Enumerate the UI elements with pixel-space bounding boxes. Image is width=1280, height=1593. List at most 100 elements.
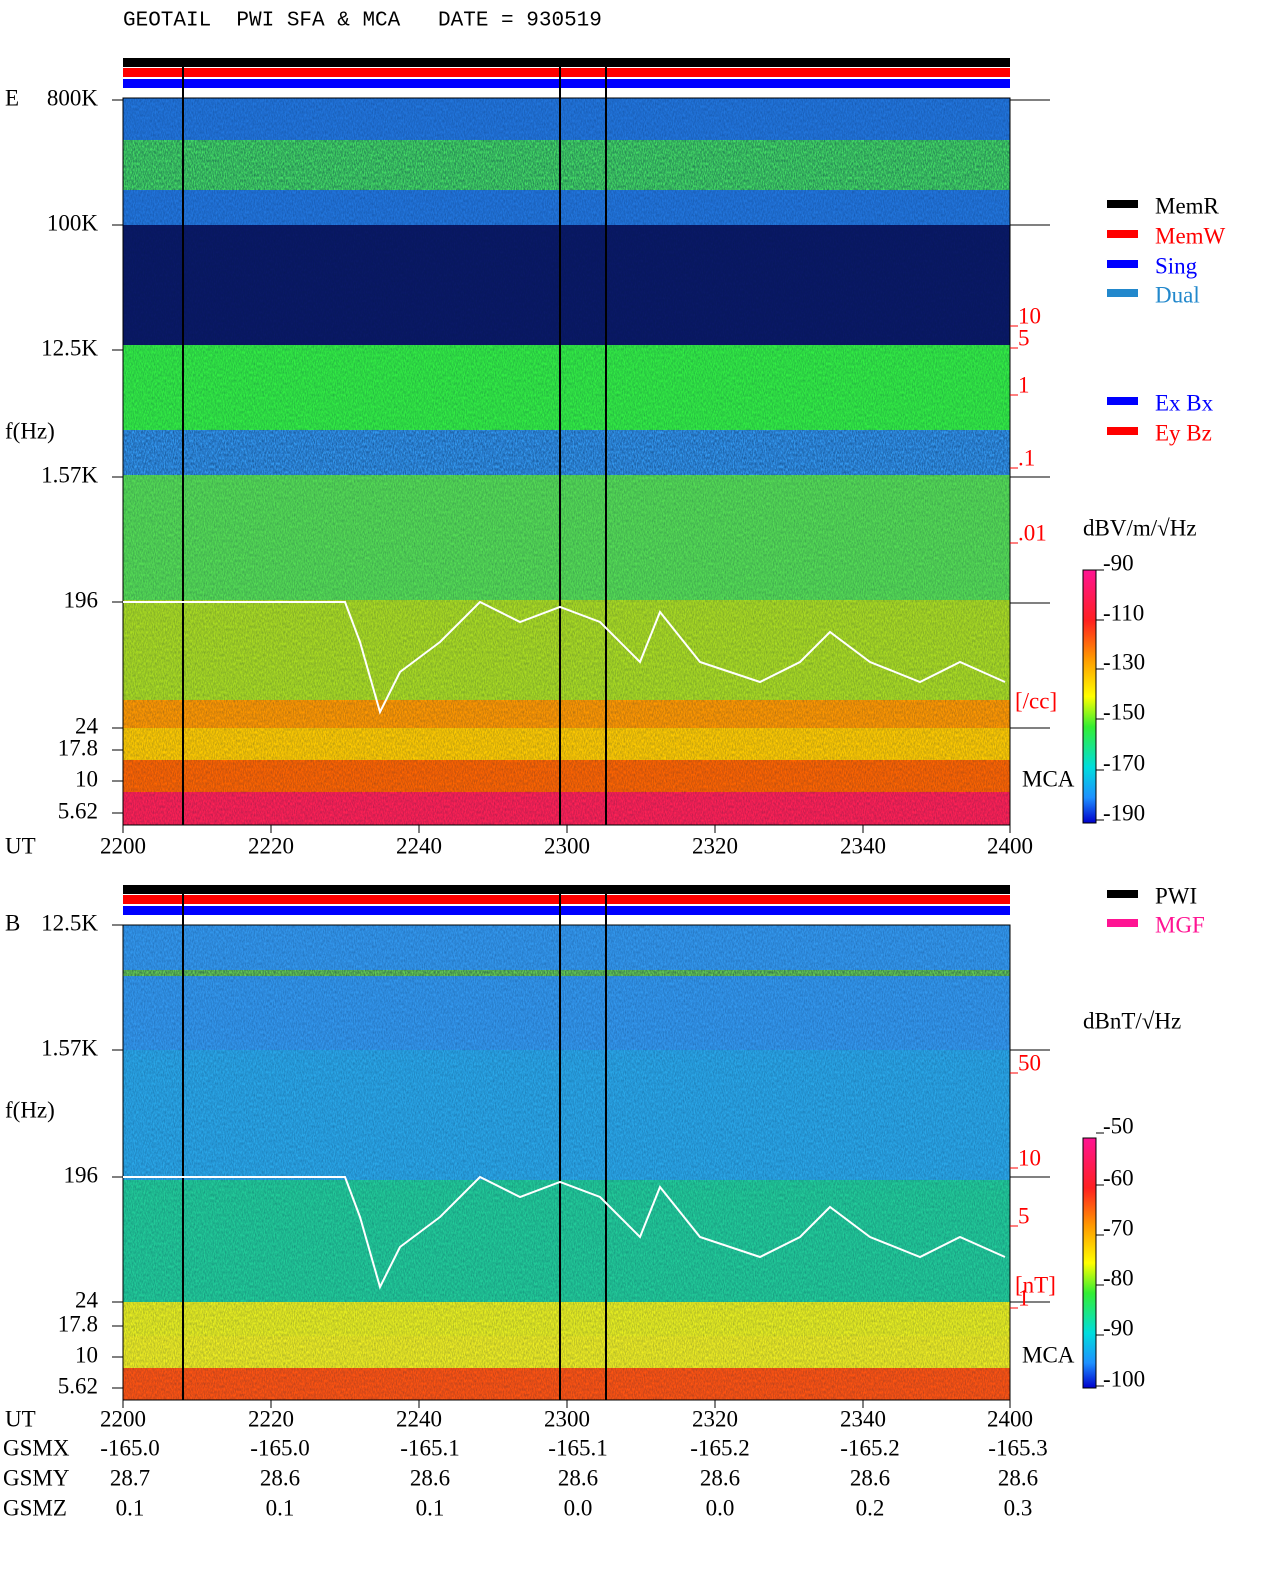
spectrogram-texture [123,925,1010,1050]
density-unit: [/cc] [1015,688,1057,713]
y-axis-label: f(Hz) [5,1097,55,1122]
y-axis-label: f(Hz) [5,418,55,443]
orbit-value: 0.0 [564,1495,593,1520]
colorbar-tick-label: -90 [1103,550,1134,575]
legend-swatch [1107,230,1138,238]
x-tick-label: 2240 [396,1406,442,1431]
orbit-value: 28.6 [700,1465,740,1490]
legend-label: MemW [1155,223,1226,248]
colorbar-tick-label: -190 [1103,800,1145,825]
title: GEOTAIL PWI SFA & MCA DATE = 930519 [123,10,602,33]
spectrogram-texture [123,225,1010,345]
orbit-value: 0.2 [856,1495,885,1520]
orbit-value: -165.3 [988,1435,1047,1460]
y-tick-label: 10 [75,1342,98,1367]
colorbar [1082,1137,1097,1389]
orbit-value: -165.1 [400,1435,459,1460]
x-tick-label: 2320 [692,833,738,858]
y-tick-label: 24 [75,713,99,738]
orbit-value: 0.1 [116,1495,145,1520]
y-tick-label: 196 [64,587,99,612]
spectrogram-texture [123,1302,1010,1336]
y-tick-label: 1.57K [41,462,98,487]
status-bar-sing [123,906,1010,915]
orbit-value: 28.6 [410,1465,450,1490]
orbit-value: 28.6 [260,1465,300,1490]
y-tick-label: 800K [47,85,99,110]
status-bar-sing [123,79,1010,88]
legend-label: MGF [1155,912,1205,937]
x-tick-label: 2300 [544,1406,590,1431]
x-axis-label: UT [5,1406,36,1431]
x-tick-label: 2400 [987,833,1033,858]
orbit-value: -165.2 [690,1435,749,1460]
legend-label: Sing [1155,253,1198,278]
legend-label: MemR [1155,193,1220,218]
orbit-value: 28.6 [998,1465,1038,1490]
x-tick-label: 2220 [248,833,294,858]
y-tick-label: 10 [75,766,98,791]
colorbar-tick-label: -150 [1103,699,1145,724]
spectrogram-texture [123,1336,1010,1368]
legend-swatch [1107,397,1138,405]
spectrogram-texture [123,1368,1010,1400]
y-tick-label: 12.5K [41,335,98,360]
spectrogram-texture [123,430,1010,475]
legend-swatch [1107,200,1138,208]
legend-swatch [1107,919,1138,927]
orbit-value: 28.6 [850,1465,890,1490]
density-tick-label: 1 [1018,1285,1030,1310]
y-tick-label: 196 [64,1162,99,1187]
orbit-value: 0.0 [706,1495,735,1520]
x-tick-label: 2300 [544,833,590,858]
y-tick-label: 17.8 [58,735,98,760]
legend-swatch [1107,890,1138,898]
colorbar-label: dBnT/√Hz [1083,1008,1181,1033]
density-tick-label: 1 [1018,372,1030,397]
x-tick-label: 2340 [840,833,886,858]
x-tick-label: 2340 [840,1406,886,1431]
y-tick-label: 5.62 [58,798,98,823]
x-tick-label: 2200 [100,833,146,858]
colorbar-tick-label: -110 [1103,600,1144,625]
panel-label: B [5,910,20,935]
density-tick-label: .01 [1018,520,1047,545]
y-tick-label: 24 [75,1287,99,1312]
colorbar-tick-label: -50 [1103,1113,1134,1138]
orbit-value: -165.0 [250,1435,309,1460]
colorbar-tick-label: -60 [1103,1165,1134,1190]
density-trace [123,600,1006,715]
orbit-value: -165.0 [100,1435,159,1460]
orbit-value: 28.6 [558,1465,598,1490]
y-tick-label: 5.62 [58,1373,98,1398]
colorbar-label: dBV/m/√Hz [1083,515,1197,540]
orbit-value: 0.1 [266,1495,295,1520]
x-axis-label: UT [5,833,36,858]
colorbar-tick-label: -130 [1103,649,1145,674]
orbit-value: 0.3 [1004,1495,1033,1520]
colorbar-tick-label: -70 [1103,1215,1134,1240]
spectrogram-texture [123,760,1010,792]
colorbar [1082,569,1097,824]
spectrogram-texture [123,475,1010,600]
status-bar-memr [123,885,1010,894]
x-tick-label: 2200 [100,1406,146,1431]
panel-label: E [5,85,19,110]
density-unit: [nT] [1015,1272,1056,1297]
y-tick-label: 17.8 [58,1311,98,1336]
spectrogram-texture [123,970,1010,976]
spectrogram-texture [123,600,1010,700]
legend-label: Dual [1155,282,1200,307]
status-bar-memr [123,58,1010,67]
spectrogram-texture [123,700,1010,728]
legend-label: Ey Bz [1155,420,1212,445]
y-tick-label: 12.5K [41,910,98,935]
mca-label: MCA [1022,766,1075,791]
legend-swatch [1107,260,1138,268]
spectrogram-texture [123,1050,1010,1180]
legend-swatch [1107,289,1138,297]
legend-swatch [1107,427,1138,435]
orbit-value: 0.1 [416,1495,445,1520]
spectrogram-texture [123,728,1010,760]
